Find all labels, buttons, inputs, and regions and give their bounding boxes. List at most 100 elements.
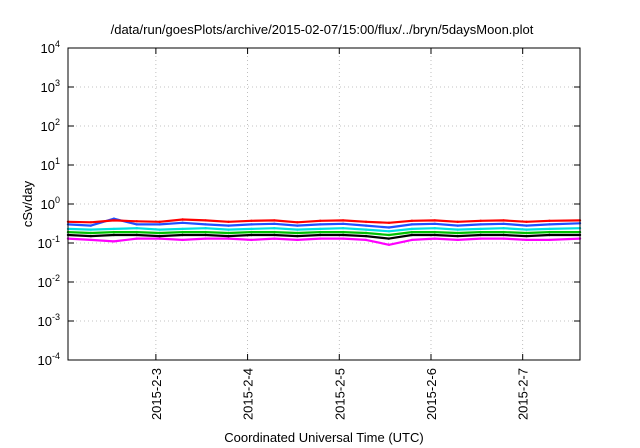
data-point bbox=[273, 237, 276, 240]
y-tick-label: 10-1 bbox=[38, 234, 60, 251]
data-point bbox=[410, 230, 414, 234]
data-point bbox=[341, 227, 345, 230]
series-5 bbox=[66, 217, 582, 229]
data-point bbox=[89, 228, 93, 231]
data-point bbox=[364, 234, 368, 238]
data-point bbox=[341, 233, 345, 237]
data-point bbox=[502, 219, 505, 222]
data-point bbox=[204, 237, 207, 240]
data-point bbox=[227, 228, 230, 231]
data-point bbox=[548, 219, 551, 222]
y-tick-label: 100 bbox=[41, 195, 60, 212]
data-point bbox=[273, 219, 276, 222]
data-point bbox=[273, 227, 276, 230]
data-point bbox=[296, 224, 299, 227]
data-point bbox=[319, 237, 322, 240]
data-point bbox=[525, 238, 528, 242]
data-point bbox=[227, 237, 230, 240]
data-point bbox=[319, 227, 322, 231]
data-point bbox=[433, 233, 436, 237]
x-axis: 2015-2-3 2015-2-4 2015-2-5 2015-2-6 2015-2-7 bbox=[149, 48, 531, 420]
data-point bbox=[89, 224, 93, 227]
data-point bbox=[158, 220, 161, 223]
data-point bbox=[456, 238, 459, 242]
y-tick-label: 10-4 bbox=[38, 351, 60, 368]
series-2 bbox=[66, 233, 582, 240]
data-point bbox=[433, 219, 436, 222]
data-point bbox=[135, 220, 138, 223]
data-point bbox=[433, 230, 436, 234]
data-point bbox=[89, 231, 93, 235]
data-point bbox=[433, 237, 436, 240]
data-point bbox=[364, 231, 368, 235]
data-point bbox=[456, 231, 459, 235]
data-point bbox=[387, 226, 391, 229]
data-point bbox=[158, 237, 161, 240]
data-point bbox=[456, 234, 459, 238]
data-point bbox=[319, 219, 322, 222]
data-point bbox=[181, 221, 184, 224]
data-point bbox=[227, 224, 230, 227]
data-point bbox=[227, 231, 230, 235]
data-point bbox=[341, 222, 345, 225]
data-point bbox=[525, 234, 528, 238]
series-6 bbox=[66, 218, 582, 224]
data-point bbox=[479, 219, 482, 222]
data-point bbox=[273, 222, 276, 225]
data-point bbox=[548, 227, 551, 231]
data-point bbox=[364, 228, 368, 231]
grid bbox=[68, 48, 580, 360]
chart-title: /data/run/goesPlots/archive/2015-02-07/1… bbox=[111, 22, 534, 37]
x-axis-label: Coordinated Universal Time (UTC) bbox=[224, 430, 423, 445]
data-point bbox=[204, 230, 207, 234]
data-point bbox=[181, 230, 184, 234]
data-point bbox=[204, 227, 207, 230]
y-axis: 10-4 10-3 10-2 10-1 100 101 102 103 104 bbox=[38, 39, 580, 368]
data-point bbox=[296, 238, 299, 242]
x-tick-label: 2015-2-5 bbox=[332, 368, 347, 420]
data-point bbox=[548, 238, 551, 242]
data-point bbox=[319, 233, 322, 237]
data-point bbox=[387, 237, 391, 240]
data-point bbox=[548, 230, 551, 234]
data-point bbox=[387, 230, 391, 233]
data-point bbox=[410, 223, 414, 226]
data-point bbox=[89, 234, 93, 238]
data-point bbox=[227, 220, 230, 223]
data-point bbox=[296, 231, 299, 235]
data-point bbox=[135, 227, 138, 230]
data-point bbox=[502, 227, 505, 230]
data-point bbox=[250, 233, 253, 237]
data-point bbox=[181, 218, 184, 221]
data-point bbox=[410, 219, 414, 222]
data-point bbox=[364, 220, 368, 223]
data-point bbox=[364, 224, 368, 227]
y-tick-label: 101 bbox=[41, 156, 60, 173]
data-point bbox=[112, 217, 116, 220]
data-point bbox=[410, 227, 414, 231]
data-point bbox=[89, 238, 93, 242]
series-1 bbox=[66, 237, 582, 246]
x-tick-label: 2015-2-3 bbox=[149, 368, 164, 420]
data-point bbox=[410, 238, 414, 242]
data-point bbox=[387, 221, 391, 224]
data-point bbox=[204, 233, 207, 237]
data-point bbox=[204, 219, 207, 222]
y-tick-label: 102 bbox=[41, 117, 60, 134]
data-point bbox=[112, 233, 116, 237]
data-point bbox=[158, 223, 161, 226]
y-tick-label: 104 bbox=[41, 39, 60, 56]
data-point bbox=[158, 231, 161, 235]
data-point bbox=[250, 223, 253, 226]
data-point bbox=[502, 230, 505, 234]
data-point bbox=[525, 224, 528, 227]
data-point bbox=[135, 223, 138, 226]
data-point bbox=[502, 233, 505, 237]
data-point bbox=[158, 228, 161, 231]
y-tick-label: 10-2 bbox=[38, 273, 60, 290]
data-point bbox=[341, 237, 345, 240]
data-point bbox=[387, 243, 391, 246]
y-tick-label: 103 bbox=[41, 78, 60, 95]
data-point bbox=[135, 233, 138, 237]
data-point bbox=[525, 231, 528, 235]
